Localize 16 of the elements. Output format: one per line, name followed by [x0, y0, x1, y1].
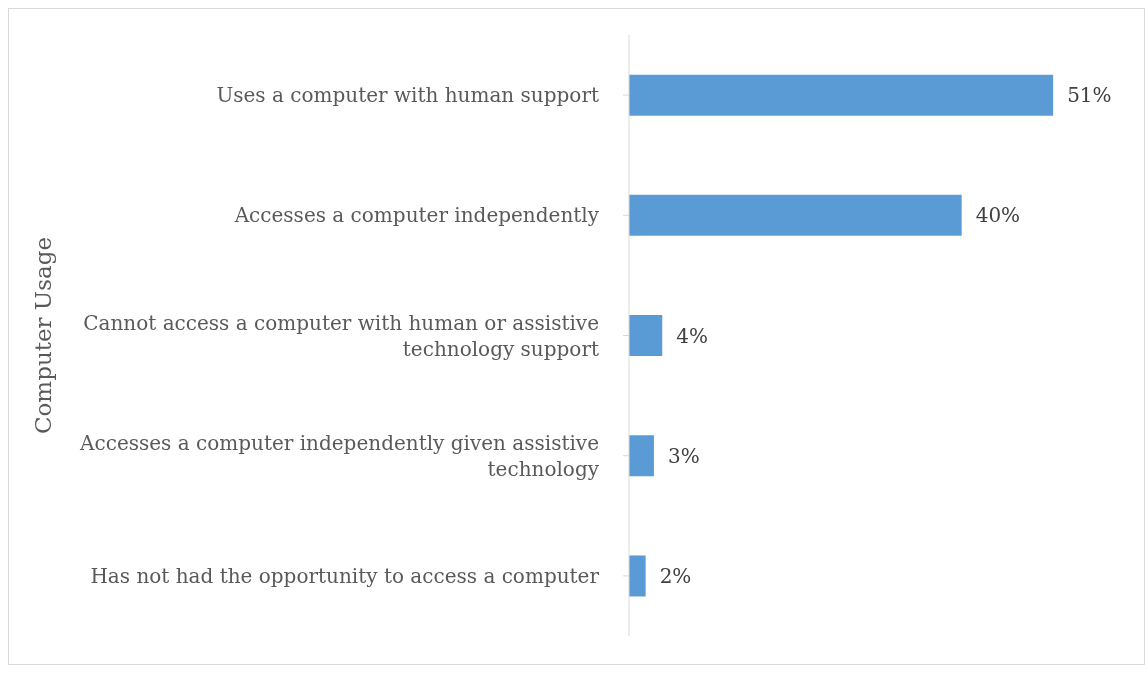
bar [629, 194, 962, 236]
y-axis-title: Computer Usage [30, 236, 57, 435]
y-tick-label: Cannot access a computer with human or assistive technology support [83, 310, 599, 361]
data-label: 2% [659, 563, 692, 588]
data-label: 51% [1067, 83, 1112, 108]
data-label: 4% [676, 323, 708, 348]
data-label: 3% [667, 443, 700, 468]
bar [629, 315, 663, 357]
bar [629, 555, 646, 597]
y-tick-label: Uses a computer with human support [216, 83, 599, 108]
y-tick-label: Accesses a computer independently given assistive technology [79, 430, 600, 481]
bar [629, 74, 1054, 116]
data-label: 40% [975, 203, 1021, 228]
bar [629, 435, 654, 477]
y-tick-label: Has not had the opportunity to access a computer [90, 563, 600, 588]
y-tick-label: Accesses a computer independently [233, 203, 600, 228]
